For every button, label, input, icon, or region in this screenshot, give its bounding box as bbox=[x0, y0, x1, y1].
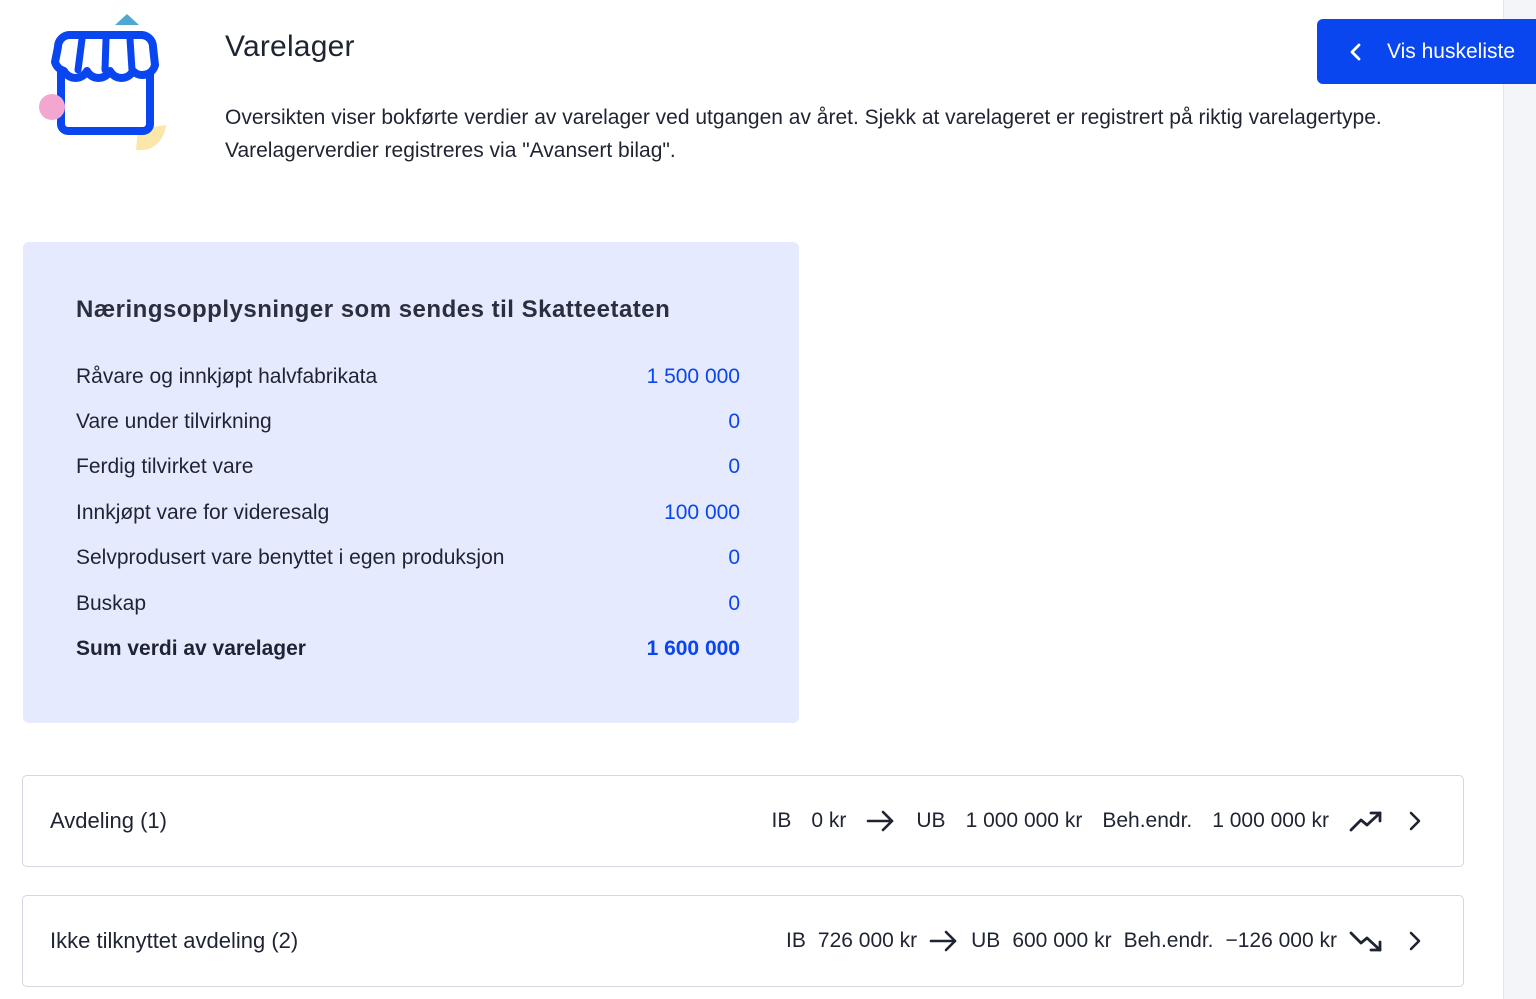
chevron-right-icon[interactable] bbox=[1403, 809, 1427, 833]
tax-summary-panel: Næringsopplysninger som sendes til Skatt… bbox=[23, 242, 799, 723]
summary-row: Innkjøpt vare for videresalg 100 000 bbox=[76, 490, 740, 535]
summary-row-value: 100 000 bbox=[664, 500, 740, 524]
summary-row-label: Vare under tilvirkning bbox=[76, 410, 272, 434]
summary-row: Selvprodusert vare benyttet i egen produ… bbox=[76, 536, 740, 581]
arrow-right-icon bbox=[866, 809, 896, 833]
summary-row-value: 0 bbox=[728, 455, 740, 479]
change-label: Beh.endr. bbox=[1123, 929, 1214, 952]
change-value: −126 000 kr bbox=[1225, 929, 1337, 952]
summary-total-row: Sum verdi av varelager 1 600 000 bbox=[76, 626, 740, 671]
page-title: Varelager bbox=[225, 30, 355, 63]
summary-row-label: Buskap bbox=[76, 591, 147, 615]
ub-label: UB bbox=[971, 929, 1001, 952]
summary-row: Buskap 0 bbox=[76, 581, 740, 626]
ib-value: 0 kr bbox=[811, 809, 847, 832]
department-stats: IB 0 kr UB 1 000 000 kr Beh.endr. 1 000 … bbox=[772, 776, 1383, 866]
summary-row-label: Selvprodusert vare benyttet i egen produ… bbox=[76, 546, 505, 570]
right-sidebar-edge bbox=[1503, 0, 1536, 999]
summary-row-label: Innkjøpt vare for videresalg bbox=[76, 500, 330, 524]
ub-value: 600 000 kr bbox=[1012, 929, 1112, 952]
panel-title: Næringsopplysninger som sendes til Skatt… bbox=[76, 296, 671, 323]
summary-row: Ferdig tilvirket vare 0 bbox=[76, 445, 740, 490]
ub-value: 1 000 000 kr bbox=[965, 809, 1083, 832]
summary-row-value: 0 bbox=[728, 546, 740, 570]
summary-row: Råvare og innkjøpt halvfabrikata 1 500 0… bbox=[76, 354, 740, 399]
summary-row: Vare under tilvirkning 0 bbox=[76, 399, 740, 444]
page-description: Oversikten viser bokførte verdier av var… bbox=[225, 106, 1382, 162]
summary-row-label: Råvare og innkjøpt halvfabrikata bbox=[76, 364, 378, 388]
show-checklist-button[interactable]: Vis huskeliste bbox=[1317, 19, 1536, 84]
change-value: 1 000 000 kr bbox=[1212, 809, 1329, 832]
chevron-right-icon[interactable] bbox=[1403, 929, 1427, 953]
summary-row-value: 0 bbox=[728, 591, 740, 615]
ib-value: 726 000 kr bbox=[817, 929, 918, 952]
trending-down-icon bbox=[1349, 929, 1383, 953]
summary-rows: Råvare og innkjøpt halvfabrikata 1 500 0… bbox=[76, 354, 740, 672]
summary-row-label: Ferdig tilvirket vare bbox=[76, 455, 254, 479]
department-row[interactable]: Avdeling (1) IB 0 kr UB 1 000 000 kr Beh… bbox=[22, 775, 1464, 867]
trending-up-icon bbox=[1349, 809, 1383, 833]
change-label: Beh.endr. bbox=[1102, 809, 1193, 832]
summary-row-value: 1 500 000 bbox=[646, 364, 740, 388]
chevron-left-icon bbox=[1347, 43, 1365, 61]
summary-total-value: 1 600 000 bbox=[646, 637, 740, 661]
department-name: Avdeling (1) bbox=[50, 808, 167, 833]
department-row[interactable]: Ikke tilknyttet avdeling (2) IB 726 000 … bbox=[22, 895, 1464, 987]
department-name: Ikke tilknyttet avdeling (2) bbox=[50, 928, 299, 953]
shop-icon bbox=[34, 12, 170, 157]
show-checklist-label: Vis huskeliste bbox=[1387, 39, 1516, 63]
department-stats: IB 726 000 kr UB 600 000 kr Beh.endr. −1… bbox=[786, 896, 1383, 986]
ib-label: IB bbox=[786, 929, 806, 952]
arrow-right-icon bbox=[929, 929, 959, 953]
summary-row-value: 0 bbox=[728, 410, 740, 434]
summary-total-label: Sum verdi av varelager bbox=[76, 637, 306, 661]
ub-label: UB bbox=[916, 809, 946, 832]
ib-label: IB bbox=[771, 809, 792, 832]
